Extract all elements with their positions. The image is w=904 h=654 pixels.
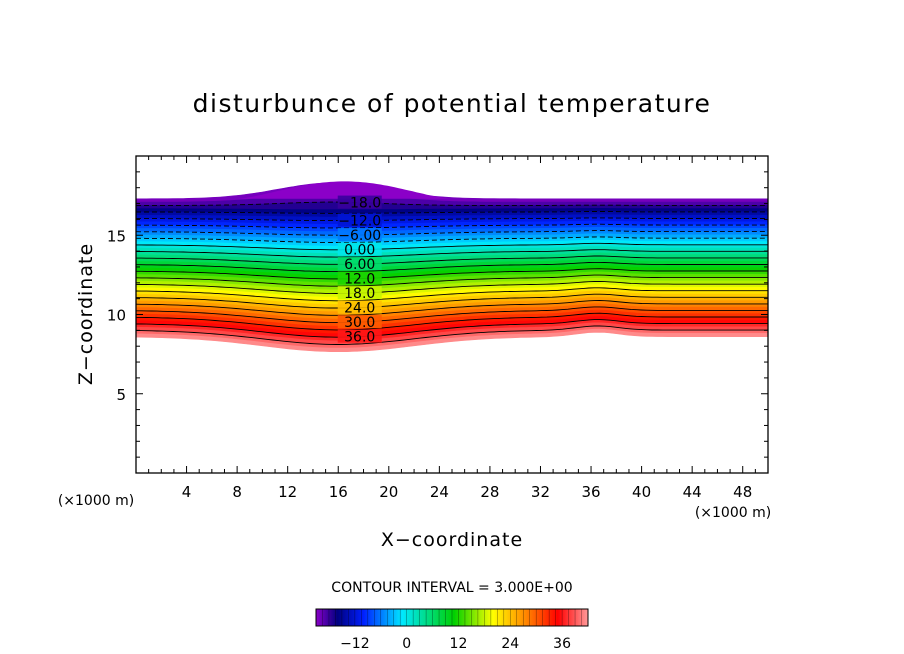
plot-area: −18.0−12.0−6.000.006.0012.018.024.030.03… — [107, 155, 769, 501]
x-tick-label: 44 — [683, 483, 702, 501]
contour-line — [136, 242, 768, 251]
colorbar: −12 0 12 24 36 — [315, 608, 589, 652]
contour-line — [136, 255, 768, 265]
contour-label: 30.0 — [344, 315, 375, 331]
contour-label-bg — [337, 329, 382, 343]
contour-label: 36.0 — [344, 330, 375, 346]
field-band — [136, 182, 768, 203]
colorbar-tick-label: 24 — [501, 636, 519, 652]
y-axis-label: Z−coordinate — [75, 243, 97, 385]
contour-label-bg — [337, 271, 382, 285]
x-tick-label: 36 — [581, 483, 600, 501]
x-unit-right: (×1000 m) — [695, 505, 771, 521]
contour-lines — [136, 201, 768, 345]
x-unit-left: (×1000 m) — [58, 493, 134, 509]
contour-line — [136, 319, 768, 338]
contour-line — [136, 300, 768, 316]
colorbar-tick-label: −12 — [340, 636, 370, 652]
x-tick-label: 32 — [531, 483, 550, 501]
contour-label-bg — [337, 286, 382, 300]
contour-line — [136, 293, 768, 309]
contour-line — [136, 230, 768, 236]
contour-line — [136, 201, 768, 206]
contour-line — [136, 312, 768, 331]
contour-label: −18.0 — [338, 196, 381, 212]
contour-label-bg — [337, 228, 382, 242]
contour-label: 12.0 — [344, 272, 375, 288]
contour-label: 24.0 — [344, 301, 375, 317]
colorbar-tick-label: 36 — [553, 636, 571, 652]
x-tick-label: 8 — [232, 483, 242, 501]
contour-line — [136, 236, 768, 243]
x-tick-label: 40 — [632, 483, 651, 501]
contour-line — [136, 261, 768, 273]
contour-line — [136, 287, 768, 302]
contour-label-bg — [337, 300, 382, 314]
contour-interval-label: CONTOUR INTERVAL = 3.000E+00 — [331, 580, 572, 596]
colorbar-divisions — [322, 609, 582, 626]
contour-line — [136, 223, 768, 229]
contour-label: 0.00 — [344, 243, 375, 259]
contour-labels: −18.0 −12.0−6.000.006.0012.018.024.030.03… — [337, 195, 382, 346]
x-tick-label: 28 — [480, 483, 499, 501]
colorbar-tick-label: 12 — [450, 636, 468, 652]
contour-line — [136, 274, 768, 287]
contour-line — [136, 280, 768, 294]
contour-line — [136, 306, 768, 324]
x-tick-label: 24 — [430, 483, 449, 501]
x-tick-label: 16 — [329, 483, 348, 501]
colorbar-ticks: −12 0 12 24 36 — [340, 636, 571, 652]
x-tick-label: 4 — [182, 483, 192, 501]
contour-label-bg — [337, 257, 382, 271]
field-cap — [237, 181, 452, 199]
x-axis-label: X−coordinate — [381, 529, 523, 551]
contour-line — [136, 249, 768, 258]
y-tick-label: 5 — [116, 386, 126, 404]
field-band — [136, 328, 768, 352]
y-tick-label: 15 — [107, 227, 126, 245]
x-tick-label: 12 — [278, 483, 297, 501]
x-tick-label: 48 — [733, 483, 752, 501]
contour-label: −6.00 — [338, 228, 381, 244]
colorbar-tick-label: 0 — [402, 636, 411, 652]
y-tick-label: 10 — [107, 307, 126, 325]
contour-label: 6.00 — [344, 257, 375, 273]
contour-line — [136, 325, 768, 345]
chart-title: disturbunce of potential temperature — [193, 89, 712, 118]
x-tick-label: 20 — [379, 483, 398, 501]
contour-label-bg — [337, 195, 382, 209]
contour-line — [136, 211, 768, 214]
contour-label-bg — [337, 315, 382, 329]
contour-line — [136, 268, 768, 280]
contour-label-bg — [337, 213, 382, 227]
contour-label: 18.0 — [344, 286, 375, 302]
colorbar-frame — [315, 608, 589, 627]
contour-label-bg — [337, 242, 382, 256]
contour-line — [136, 217, 768, 222]
contour-label: −12.0 — [338, 214, 381, 230]
